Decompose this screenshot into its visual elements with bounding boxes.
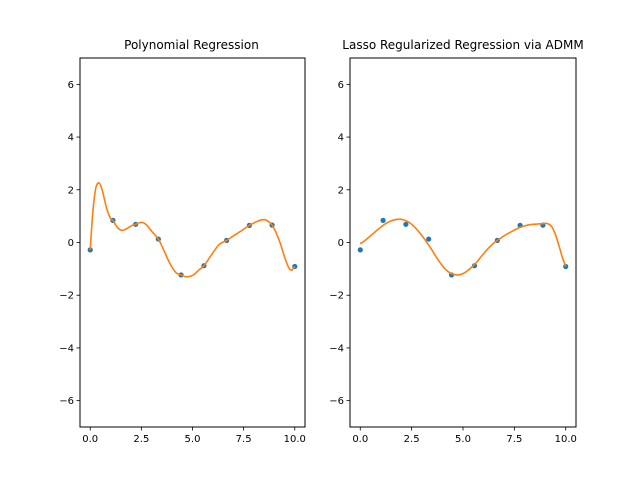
data-point <box>471 263 478 269</box>
x-axis: 0.0 2.5 5.0 7.5 10.0 <box>352 427 577 445</box>
y-axis: −6 −4 −2 0 2 4 6 <box>329 80 350 407</box>
y-tick-label: 2 <box>68 185 74 196</box>
plot-area <box>357 217 569 278</box>
y-tick-label: −4 <box>59 343 74 354</box>
fit-line <box>89 182 296 278</box>
data-point <box>87 247 93 253</box>
chart-title: Lasso Regularized Regression via ADMM <box>342 38 583 52</box>
y-tick-label: 6 <box>68 80 74 91</box>
plot-area <box>87 182 298 278</box>
y-tick-label: −6 <box>329 396 344 407</box>
data-point <box>403 221 409 227</box>
fit-line <box>359 218 567 276</box>
x-tick-label: 2.5 <box>404 434 420 445</box>
y-tick-label: 2 <box>338 185 344 196</box>
x-tick-label: 0.0 <box>82 434 98 445</box>
chart-title: Polynomial Regression <box>124 38 259 52</box>
x-tick-label: 7.5 <box>236 434 252 445</box>
data-point <box>380 217 386 223</box>
y-tick-label: 4 <box>338 133 344 144</box>
data-point <box>357 247 363 253</box>
y-tick-label: 6 <box>338 80 344 91</box>
y-tick-label: −2 <box>329 291 344 302</box>
y-tick-label: −2 <box>59 291 74 302</box>
x-tick-label: 5.0 <box>455 434 471 445</box>
x-tick-label: 7.5 <box>506 434 522 445</box>
x-axis: 0.0 2.5 5.0 7.5 10.0 <box>82 427 306 445</box>
x-tick-label: 10.0 <box>555 434 577 445</box>
lasso-admm-panel: Lasso Regularized Regression via ADMM 0.… <box>329 38 583 445</box>
x-tick-label: 10.0 <box>284 434 306 445</box>
x-tick-label: 2.5 <box>133 434 149 445</box>
x-tick-label: 5.0 <box>185 434 201 445</box>
y-axis: −6 −4 −2 0 2 4 6 <box>59 80 80 407</box>
data-point <box>426 236 432 242</box>
x-tick-label: 0.0 <box>352 434 368 445</box>
polynomial-regression-panel: Polynomial Regression 0.0 2.5 5.0 7.5 10.0 −… <box>59 38 306 445</box>
y-tick-label: 4 <box>68 133 74 144</box>
y-tick-label: 0 <box>68 238 74 249</box>
y-tick-label: −4 <box>329 343 344 354</box>
y-tick-label: 0 <box>338 238 344 249</box>
y-tick-label: −6 <box>59 396 74 407</box>
